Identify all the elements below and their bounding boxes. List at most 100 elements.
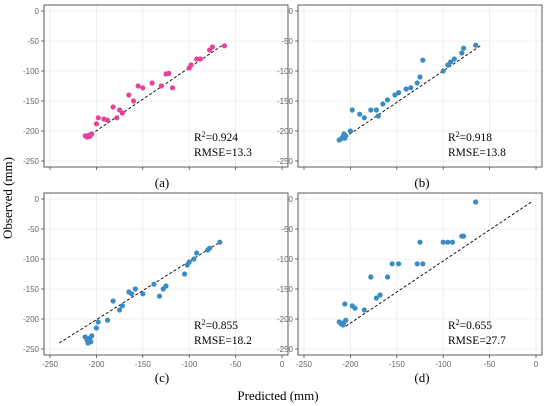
data-point (384, 97, 391, 103)
data-point (169, 85, 176, 91)
data-point (140, 291, 146, 297)
data-point (221, 43, 228, 49)
y-tick-label: -200 (277, 315, 294, 324)
data-point (473, 42, 479, 48)
panel-label: (c) (155, 370, 169, 385)
x-tick-label: 0 (534, 360, 539, 369)
panel-frame (43, 192, 289, 356)
data-point (361, 307, 367, 313)
data-point (163, 283, 169, 289)
y-tick-label: 0 (35, 7, 40, 16)
panels: 0 -50 -100 -150 -200 -250 R2=0.924 RMSE=13.3 (a)… (23, 4, 543, 385)
x-tick-label: -200 (88, 360, 105, 369)
reference-line (345, 201, 532, 327)
data-point (459, 50, 465, 56)
data-point (149, 80, 155, 86)
data-point (191, 256, 197, 262)
x-tick-label: -150 (389, 360, 406, 369)
x-tick-label: 0 (280, 360, 285, 369)
data-point (396, 261, 402, 267)
y-tick-label: -250 (277, 157, 294, 166)
data-point (166, 70, 172, 76)
x-tick-label: -100 (181, 360, 198, 369)
data-point (194, 250, 200, 256)
panel-frame (297, 192, 543, 356)
x-tick-label: -50 (484, 360, 496, 369)
data-point (194, 56, 200, 62)
data-point (140, 85, 146, 91)
data-point (93, 121, 99, 127)
data-point (375, 113, 381, 119)
panel-frame (297, 4, 543, 168)
y-tick-label: -50 (281, 225, 293, 234)
x-tick-label: -250 (42, 360, 59, 369)
data-point (461, 233, 467, 239)
data-point (104, 117, 111, 123)
panel-frame (43, 4, 289, 168)
y-tick-label: -100 (23, 255, 40, 264)
data-point (197, 56, 203, 62)
data-point (110, 104, 116, 110)
data-point (207, 245, 213, 251)
r2-label: R2=0.855 (194, 318, 238, 332)
data-point (126, 92, 132, 98)
panel-4: 0 -50 -100 -150 -200 -250-250 -200 -150 -100 -50 0… (277, 192, 543, 385)
data-point (417, 74, 423, 80)
data-point (473, 199, 479, 205)
data-point (451, 56, 457, 62)
x-tick-label: -50 (230, 360, 242, 369)
data-point (129, 291, 135, 297)
y-tick-label: -50 (281, 37, 293, 46)
panel-2: 0 -50 -100 -150 -200 -250 R2=0.918 RMSE=13.8 (b) (277, 4, 543, 190)
x-tick-label: -100 (435, 360, 452, 369)
rmse-label: RMSE=13.8 (448, 147, 506, 159)
data-point (186, 259, 192, 265)
data-point (440, 68, 446, 74)
data-point (352, 305, 358, 311)
data-point (135, 83, 141, 89)
rmse-label: RMSE=18.2 (194, 335, 252, 347)
data-point (461, 45, 467, 51)
reference-line (340, 45, 481, 141)
y-tick-label: -150 (277, 97, 294, 106)
data-point (130, 98, 137, 104)
data-point (89, 333, 95, 339)
data-point (440, 239, 446, 245)
data-point (181, 271, 188, 277)
data-point (420, 261, 426, 267)
data-point (88, 339, 94, 345)
x-tick-label: -250 (296, 360, 313, 369)
data-point (417, 239, 423, 245)
data-point (349, 107, 355, 113)
data-point (188, 62, 194, 68)
y-tick-label: -200 (23, 127, 40, 136)
data-point (104, 317, 111, 323)
data-point (217, 239, 223, 245)
x-axis-title: Predicted (mm) (237, 388, 318, 403)
y-tick-label: 0 (289, 195, 294, 204)
data-point (132, 286, 138, 292)
data-point (392, 92, 398, 98)
y-tick-label: -100 (277, 67, 294, 76)
panel-label: (b) (414, 175, 429, 190)
data-point (114, 115, 120, 121)
data-point (119, 303, 125, 309)
data-point (93, 325, 99, 331)
x-tick-label: -150 (135, 360, 152, 369)
y-tick-label: -150 (277, 285, 294, 294)
y-tick-label: -100 (23, 67, 40, 76)
data-point (445, 239, 451, 245)
y-tick-label: -100 (277, 255, 294, 264)
panel-3: 0 -50 -100 -150 -200 -250-250 -200 -150 -100 -50 0… (23, 192, 289, 385)
r2-label: R2=0.918 (448, 130, 492, 144)
data-point (373, 107, 379, 113)
y-tick-label: -200 (23, 315, 40, 324)
data-point (368, 274, 374, 280)
reference-line (59, 240, 222, 344)
data-point (403, 86, 409, 92)
panel-1: 0 -50 -100 -150 -200 -250 R2=0.924 RMSE=13.3 (a) (23, 4, 289, 190)
y-tick-label: -150 (23, 285, 40, 294)
data-point (347, 128, 353, 134)
data-point (373, 295, 379, 301)
